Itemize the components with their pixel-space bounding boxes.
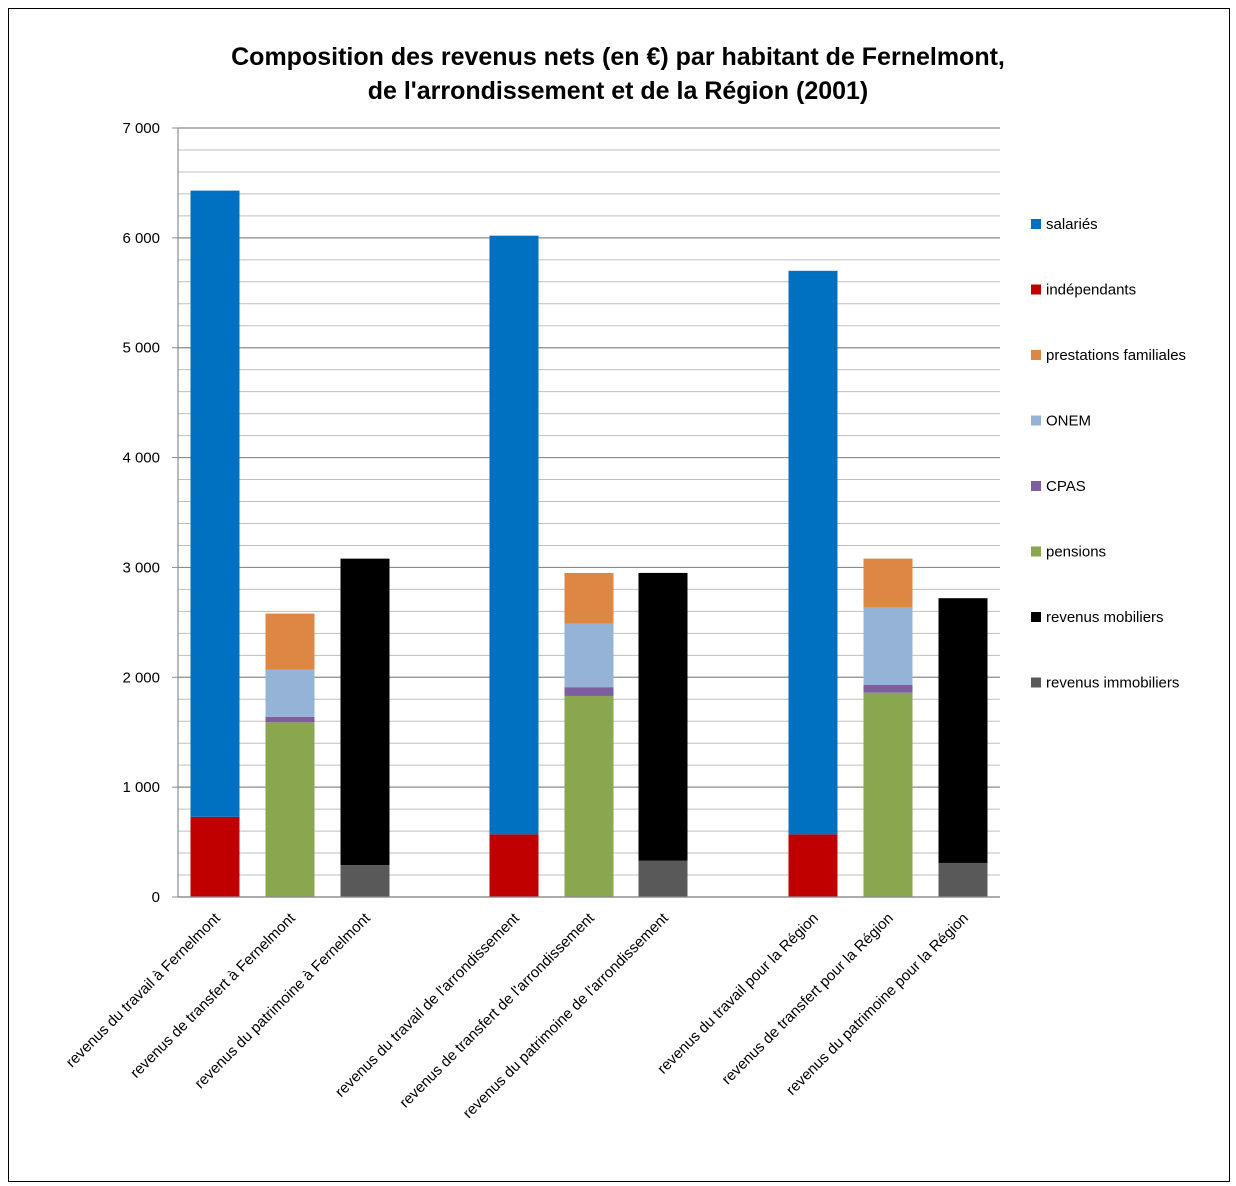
bar-segment — [489, 834, 539, 897]
bar-segment — [863, 606, 913, 685]
bar-segment — [564, 623, 614, 688]
bar-segment — [638, 860, 688, 897]
y-tick-label: 4 000 — [122, 450, 160, 467]
x-category-label: revenus de transfert à Fernelmont — [127, 909, 299, 1081]
bars — [190, 190, 988, 897]
legend-swatch — [1031, 284, 1041, 295]
bar-segment — [489, 235, 539, 835]
bar-segment — [564, 687, 614, 696]
legend-label: prestations familiales — [1046, 347, 1186, 364]
axes — [172, 127, 1000, 898]
bar-segment — [265, 613, 315, 670]
y-tick-label: 1 000 — [122, 779, 160, 796]
bar-segment — [638, 572, 688, 861]
legend-label: ONEM — [1046, 413, 1091, 430]
legend-label: CPAS — [1046, 478, 1086, 495]
legend-swatch — [1031, 677, 1041, 688]
legend-label: salariés — [1046, 216, 1098, 233]
legend-label: pensions — [1046, 544, 1106, 561]
legend-swatch — [1031, 219, 1041, 229]
x-category-label: revenus du travail pour la Région — [654, 910, 822, 1078]
bar-segment — [340, 865, 390, 897]
y-tick-label: 7 000 — [122, 120, 160, 137]
y-tick-label: 6 000 — [122, 230, 160, 247]
legend-swatch — [1031, 415, 1041, 426]
bar-segment — [340, 558, 390, 866]
legend-swatch — [1031, 612, 1041, 622]
bar-segment — [265, 722, 315, 897]
legend-swatch — [1031, 481, 1041, 491]
bar-segment — [863, 684, 913, 693]
x-category-label: revenus du travail à Fernelmont — [63, 909, 225, 1071]
bar-segment — [265, 669, 315, 717]
y-tick-label: 5 000 — [122, 340, 160, 357]
legend: salariés indépendants prestations familial… — [1031, 216, 1186, 692]
legend-swatch — [1031, 546, 1041, 557]
bar-segment — [564, 572, 614, 624]
y-tick-label: 0 — [152, 889, 160, 906]
legend-label: indépendants — [1046, 282, 1136, 299]
bar-segment — [564, 695, 614, 897]
legend-label: revenus mobiliers — [1046, 609, 1164, 626]
bar-segment — [788, 270, 838, 835]
bar-segment — [190, 190, 240, 817]
legend-label: revenus immobiliers — [1046, 675, 1179, 692]
chart-title-line-1: Composition des revenus nets (en €) par … — [231, 43, 1005, 71]
bar-segment — [190, 816, 240, 897]
bar-segment — [265, 716, 315, 723]
chart-title: Composition des revenus nets (en €) par … — [0, 40, 1236, 108]
y-tick-label: 3 000 — [122, 559, 160, 576]
bar-segment — [938, 598, 988, 863]
legend-swatch — [1031, 350, 1041, 360]
bar-segment — [863, 558, 913, 607]
y-tick-label: 2 000 — [122, 669, 160, 686]
bar-segment — [788, 834, 838, 897]
bar-segment — [938, 862, 988, 897]
bar-segment — [863, 692, 913, 897]
chart-title-line-2: de l'arrondissement et de la Région (200… — [367, 77, 869, 105]
y-tick-labels: 0 1 000 2 000 3 000 4 000 5 000 6 000 7 000 — [122, 120, 160, 906]
